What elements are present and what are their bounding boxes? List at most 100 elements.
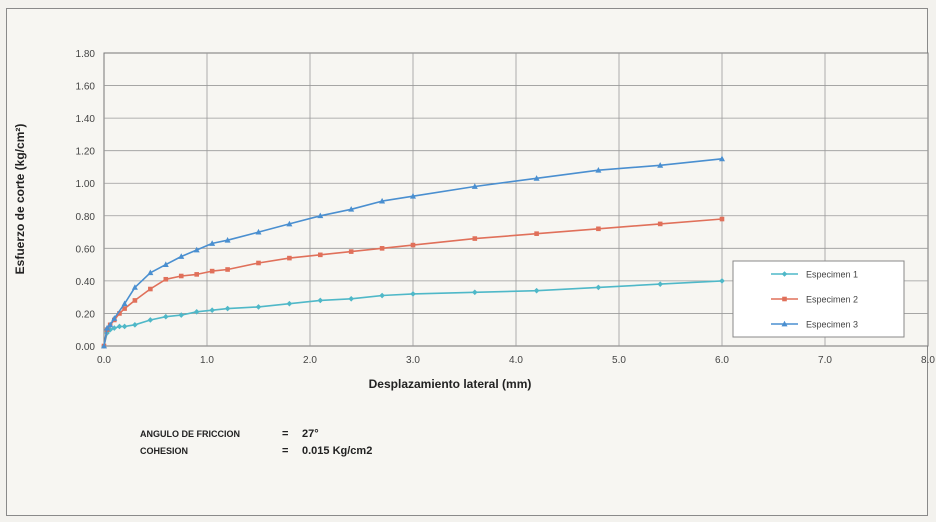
legend-marker xyxy=(782,296,787,302)
data-point xyxy=(317,297,324,304)
data-point xyxy=(132,298,138,303)
legend: Especimen 1 Especimen 2 Especimen 3 xyxy=(732,260,905,338)
data-point xyxy=(116,323,123,330)
data-point xyxy=(348,206,355,212)
data-point xyxy=(287,255,292,261)
data-point xyxy=(163,276,169,282)
data-point xyxy=(117,311,122,316)
data-point xyxy=(719,278,725,284)
y-tick-label: 1.20 xyxy=(76,147,96,158)
y-tick-label: 0.80 xyxy=(76,212,96,223)
data-point xyxy=(121,300,128,307)
data-point xyxy=(111,325,118,331)
data-point xyxy=(193,246,200,253)
data-point xyxy=(596,226,601,232)
data-point xyxy=(719,155,725,162)
data-point xyxy=(719,216,725,222)
data-point xyxy=(410,193,416,199)
data-point xyxy=(410,242,416,248)
x-tick-label: 5.0 xyxy=(612,355,626,366)
data-point xyxy=(533,175,540,181)
data-point xyxy=(286,300,293,307)
x-tick-label: 4.0 xyxy=(509,355,523,366)
data-point xyxy=(225,267,230,272)
data-point xyxy=(595,284,602,291)
x-tick-label: 2.0 xyxy=(303,355,317,366)
x-tick-labels: 0.0 1.0 2.0 3.0 4.0 5.0 6.0 7.0 8.0 xyxy=(97,355,935,366)
data-point xyxy=(148,286,153,292)
data-point xyxy=(255,228,262,235)
legend-item: Especimen 1 xyxy=(771,270,858,280)
data-point xyxy=(107,321,114,328)
data-point xyxy=(104,324,111,331)
series-1 xyxy=(101,278,725,349)
y-tick-label: 1.40 xyxy=(76,114,96,125)
y-tick-label: 1.60 xyxy=(76,82,96,93)
y-tick-label: 1.80 xyxy=(76,49,96,60)
data-point xyxy=(147,317,154,323)
y-tick-label: 1.00 xyxy=(76,179,96,190)
data-point xyxy=(348,295,354,302)
data-point xyxy=(657,281,663,287)
data-point xyxy=(348,249,354,254)
x-tick-label: 3.0 xyxy=(406,355,420,366)
data-point xyxy=(379,197,386,204)
data-point xyxy=(178,312,185,318)
legend-label: Especimen 3 xyxy=(806,320,858,330)
x-tick-label: 6.0 xyxy=(715,355,729,366)
data-point xyxy=(472,236,478,241)
data-point xyxy=(163,313,169,320)
data-point xyxy=(147,269,154,276)
data-point xyxy=(318,252,323,258)
data-point xyxy=(132,322,138,328)
cohesion-equals: = xyxy=(282,445,289,457)
data-point xyxy=(122,306,127,311)
data-point xyxy=(101,342,107,349)
y-tick-labels: 0.00 0.20 0.40 0.60 0.80 1.00 1.20 1.40 1.60 1.80 xyxy=(76,49,96,353)
legend-label: Especimen 1 xyxy=(806,270,858,280)
x-tick-label: 7.0 xyxy=(818,355,832,366)
data-point xyxy=(472,289,478,296)
data-point xyxy=(657,221,663,227)
data-point xyxy=(410,291,416,297)
data-point xyxy=(595,167,602,173)
data-point xyxy=(209,268,215,274)
legend-marker xyxy=(781,320,788,327)
series-group xyxy=(101,155,725,349)
y-axis-title: Esfuerzo de corte (kg/cm²) xyxy=(13,124,27,275)
legend-items: Especimen 1 Especimen 2 Especimen 3 xyxy=(771,270,858,330)
data-point xyxy=(379,246,385,251)
friction-value: 27° xyxy=(302,428,319,440)
data-point xyxy=(255,304,262,310)
cohesion-label: COHESION xyxy=(140,446,189,456)
data-point xyxy=(256,260,261,266)
friction-label: ANGULO DE FRICCION xyxy=(140,429,240,439)
data-point xyxy=(111,315,118,321)
y-tick-label: 0.20 xyxy=(76,309,96,320)
x-tick-label: 8.0 xyxy=(921,355,935,366)
legend-label: Especimen 2 xyxy=(806,295,858,305)
data-point xyxy=(534,231,539,236)
x-tick-label: 0.0 xyxy=(97,355,111,366)
data-point xyxy=(121,323,128,330)
data-point xyxy=(657,162,664,168)
data-point xyxy=(162,261,169,268)
data-point xyxy=(286,220,293,227)
y-tick-label: 0.60 xyxy=(76,244,96,255)
cohesion-value: 0.015 Kg/cm2 xyxy=(302,445,373,457)
y-tick-label: 0.40 xyxy=(76,277,96,288)
data-point xyxy=(209,240,216,246)
data-point xyxy=(178,253,185,259)
data-point xyxy=(193,309,200,315)
legend-item: Especimen 3 xyxy=(771,320,858,330)
data-point xyxy=(209,307,215,313)
data-point xyxy=(379,292,385,299)
data-point xyxy=(194,272,199,277)
x-tick-label: 1.0 xyxy=(200,355,214,366)
data-point xyxy=(533,287,540,294)
legend-marker xyxy=(781,271,788,277)
grid-lines xyxy=(104,53,928,346)
legend-box xyxy=(732,260,905,338)
series-3 xyxy=(101,155,725,349)
